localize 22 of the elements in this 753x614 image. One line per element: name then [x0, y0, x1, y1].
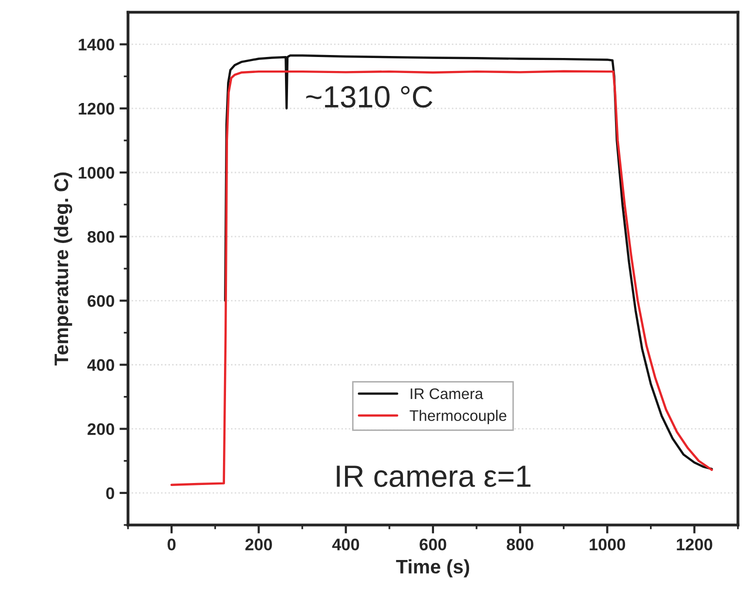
x-tick-label: 600 — [420, 538, 446, 550]
y-axis-title: Temperature (deg. C) — [54, 172, 72, 366]
y-tick-label: 200 — [88, 423, 114, 436]
x-tick-label: 200 — [245, 538, 272, 550]
x-tick-label: 0 — [168, 538, 176, 550]
legend-label: Thermocouple — [410, 410, 506, 424]
y-tick-label: 1000 — [78, 166, 114, 179]
x-tick-label: 400 — [332, 538, 360, 550]
x-tick-label: 800 — [506, 538, 534, 550]
annotation: ~1310 °C — [306, 86, 432, 108]
y-tick-label: 1200 — [78, 102, 114, 115]
x-axis-title: Time (s) — [396, 559, 470, 578]
x-tick-label: 1000 — [590, 538, 626, 550]
y-tick-label: 600 — [88, 295, 114, 307]
legend-label: IR Camera — [410, 388, 484, 400]
y-tick-label: 800 — [88, 230, 114, 243]
annotation: IR camera ε=1 — [336, 466, 530, 488]
y-tick-label: 400 — [87, 359, 114, 371]
y-tick-label: 0 — [106, 487, 114, 500]
y-tick-label: 1400 — [78, 38, 114, 51]
line-series — [170, 70, 713, 486]
x-tick-label: 1200 — [676, 538, 712, 550]
